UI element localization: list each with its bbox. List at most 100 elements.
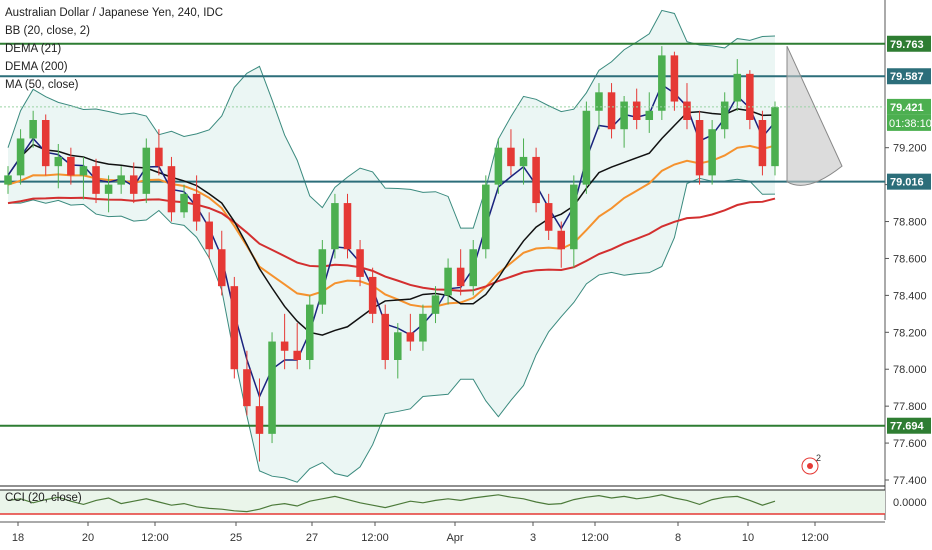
candle-body[interactable] (456, 267, 465, 287)
legend-ma50[interactable]: MA (50, close) (5, 79, 79, 91)
candle-body[interactable] (582, 110, 591, 185)
level-price-label: 79.587 (890, 71, 924, 83)
last-price-tag (887, 98, 931, 115)
candle-body[interactable] (431, 295, 440, 314)
candle-body[interactable] (4, 175, 12, 185)
candle-body[interactable] (695, 120, 704, 176)
candle-body[interactable] (243, 369, 251, 407)
x-tick-label: 12:00 (581, 532, 609, 544)
candle-body[interactable] (670, 55, 679, 102)
countdown-label: 01:38:10 (889, 118, 932, 130)
x-tick-label: 18 (12, 532, 24, 544)
level-price-tag (887, 173, 931, 190)
level-price-label: 77.694 (890, 421, 925, 433)
cci-legend[interactable]: CCI (20, close) (5, 492, 82, 504)
candle-body[interactable] (192, 193, 201, 222)
candle-body[interactable] (381, 313, 389, 360)
candle-body[interactable] (167, 166, 176, 213)
candle-body[interactable] (79, 166, 88, 176)
candle-body[interactable] (92, 166, 100, 194)
candle-body[interactable] (54, 156, 63, 167)
legend-dema200[interactable]: DEMA (200) (5, 61, 68, 73)
candle-body[interactable] (570, 184, 578, 250)
level-price-tag (887, 68, 931, 85)
candle-body[interactable] (117, 175, 125, 185)
candle-body[interactable] (318, 249, 327, 305)
candle-body[interactable] (620, 101, 628, 130)
candle-body[interactable] (645, 110, 654, 120)
candle-body[interactable] (733, 73, 742, 102)
candle-body[interactable] (343, 203, 352, 250)
level-price-label: 79.016 (890, 177, 924, 189)
candle-body[interactable] (230, 286, 239, 370)
candle-body[interactable] (557, 230, 566, 250)
candle-body[interactable] (720, 101, 729, 130)
candle-body[interactable] (67, 156, 75, 176)
candle-body[interactable] (356, 249, 364, 277)
candle-body[interactable] (104, 184, 113, 194)
candle-body[interactable] (632, 101, 641, 120)
projection-cone[interactable] (786, 45, 843, 186)
candle-body[interactable] (494, 147, 503, 185)
candle-body[interactable] (129, 175, 138, 194)
alert-badge-dot (807, 463, 813, 469)
candle-body[interactable] (180, 193, 188, 213)
candle-body[interactable] (658, 55, 666, 111)
candle-body[interactable] (331, 203, 339, 250)
level-price-tag (887, 35, 931, 52)
candle-body[interactable] (205, 221, 213, 250)
chart-title: Australian Dollar / Japanese Yen, 240, I… (5, 7, 223, 19)
y-tick-label: 79.200 (893, 143, 927, 155)
candle-body[interactable] (607, 92, 616, 130)
x-tick-label: 12:00 (141, 532, 169, 544)
candle-body[interactable] (683, 101, 691, 120)
bollinger-lower-line (8, 177, 776, 483)
candle-body[interactable] (519, 156, 528, 167)
candle-body[interactable] (444, 267, 452, 296)
candle-body[interactable] (482, 184, 490, 250)
candle-body[interactable] (368, 276, 377, 314)
candle-body[interactable] (419, 313, 427, 342)
candle-body[interactable] (544, 203, 553, 231)
candle-body[interactable] (595, 92, 603, 111)
candle-body[interactable] (305, 304, 314, 360)
candle-body[interactable] (255, 406, 264, 434)
bollinger-basis-line (7, 108, 776, 336)
candle-body[interactable] (142, 147, 151, 194)
candle-body[interactable] (758, 120, 767, 167)
candle-body[interactable] (771, 107, 779, 167)
y-tick-label: 77.800 (893, 401, 927, 413)
candle-body[interactable] (293, 350, 301, 360)
candle-body[interactable] (41, 120, 50, 167)
candle-body[interactable] (268, 341, 276, 434)
candle-body[interactable] (469, 249, 478, 287)
legend-bb[interactable]: BB (20, close, 2) (5, 25, 91, 37)
candle-body[interactable] (532, 156, 540, 204)
candle-body[interactable] (406, 332, 415, 342)
legend-dema21[interactable]: DEMA (21) (5, 43, 62, 55)
chart-legend: Australian Dollar / Japanese Yen, 240, I… (5, 4, 223, 94)
level-price-tag (887, 417, 931, 434)
candle-body[interactable] (708, 129, 716, 176)
cci-axis-label: 0.0000 (893, 497, 927, 509)
candle-body[interactable] (29, 120, 37, 139)
y-tick-label: 77.400 (893, 475, 927, 487)
candle-body[interactable] (394, 332, 402, 360)
x-tick-label: 27 (306, 532, 318, 544)
y-tick-label: 78.600 (893, 253, 927, 265)
x-tick-label: Apr (446, 532, 463, 544)
candle-body[interactable] (746, 73, 754, 120)
candle-body[interactable] (16, 138, 25, 176)
x-tick-label: 8 (675, 532, 681, 544)
y-tick-label: 78.000 (893, 364, 927, 376)
dema200-line (7, 196, 776, 292)
y-tick-label: 78.400 (893, 290, 927, 302)
cci-line (7, 494, 776, 513)
candle-body[interactable] (280, 341, 289, 351)
candle-body[interactable] (217, 249, 226, 287)
y-tick-label: 78.800 (893, 217, 927, 229)
candle-body[interactable] (507, 147, 515, 167)
candle-body[interactable] (155, 147, 163, 167)
